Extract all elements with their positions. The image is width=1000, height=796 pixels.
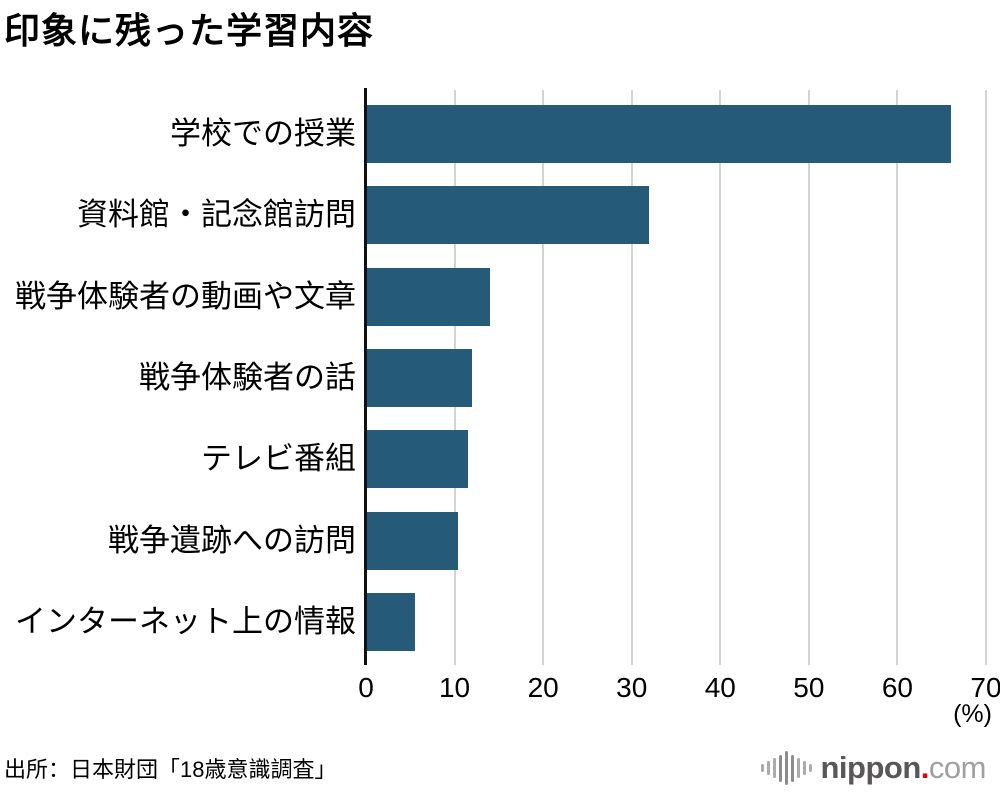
nippon-com-logo: nippon . com [760,744,987,792]
gridline-40 [719,90,722,665]
gridline-50 [807,90,810,665]
x-tick-label-0: 0 [358,672,374,703]
x-tick-label-50: 50 [793,672,825,703]
source-note: 出所：日本財団「18歳意識調査」 [4,757,337,782]
bar-label-6: インターネット上の情報 [15,603,356,639]
bar-2 [367,267,490,326]
bar-label-2: 戦争体験者の動画や文章 [15,278,356,314]
chart-title: 印象に残った学習内容 [4,10,375,51]
bar-label-5: 戦争遺跡への訪問 [108,522,356,558]
x-tick-label-40: 40 [704,672,736,703]
x-tick-label-70: 70 [970,672,1000,703]
logo-text: nippon . com [821,750,987,786]
gridline-20 [542,90,545,665]
gridline-70 [985,90,987,665]
logo-text-suffix: com [928,750,987,785]
bar-0 [367,105,951,163]
soundwave-icon [760,748,812,788]
bar-label-3: 戦争体験者の話 [139,359,356,395]
x-tick-label-30: 30 [616,672,648,703]
bar-6 [367,592,415,651]
logo-text-main: nippon [820,750,922,785]
bar-label-4: テレビ番組 [201,441,356,477]
gridline-60 [896,90,899,665]
logo-text-dot: . [920,750,930,785]
bar-label-0: 学校での授業 [170,116,356,151]
gridline-30 [630,90,633,665]
x-tick-label-60: 60 [881,672,913,703]
bar-1 [367,186,650,245]
x-tick-label-20: 20 [527,672,559,703]
bar-5 [367,511,459,570]
bar-4 [367,430,468,489]
y-axis-line [364,88,367,665]
bar-label-1: 資料館・記念館訪問 [77,197,356,233]
x-axis-unit-label: (%) [953,700,992,728]
bar-3 [367,348,473,407]
x-tick-label-10: 10 [438,672,471,703]
